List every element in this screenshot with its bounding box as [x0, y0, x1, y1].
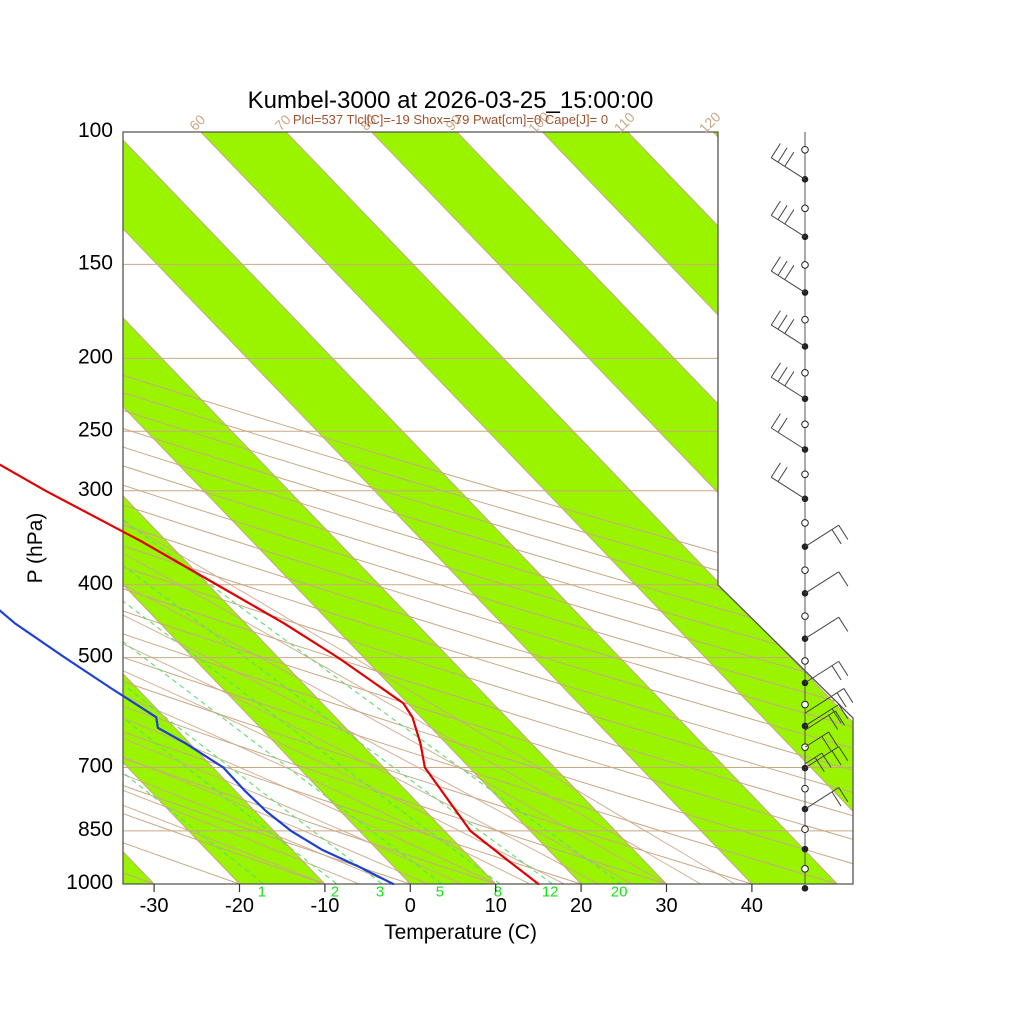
svg-text:Plcl=537 Tlcl[C]=-19 Shox=-79: Plcl=537 Tlcl[C]=-19 Shox=-79 Pwat[cm]=0… — [293, 112, 608, 127]
svg-text:-30: -30 — [140, 895, 169, 917]
svg-text:12: 12 — [542, 883, 559, 900]
svg-text:Temperature (C): Temperature (C) — [384, 921, 537, 944]
svg-text:-20: -20 — [225, 895, 254, 917]
svg-text:1000: 1000 — [66, 871, 113, 894]
svg-text:200: 200 — [78, 345, 113, 368]
svg-text:20: 20 — [570, 895, 592, 917]
svg-text:10: 10 — [485, 895, 507, 917]
svg-text:3: 3 — [376, 883, 384, 900]
svg-text:400: 400 — [78, 572, 113, 595]
svg-text:0: 0 — [405, 895, 416, 917]
svg-text:40: 40 — [741, 895, 763, 917]
svg-text:5: 5 — [436, 883, 444, 900]
svg-text:300: 300 — [78, 478, 113, 501]
svg-text:1: 1 — [258, 883, 266, 900]
svg-text:250: 250 — [78, 418, 113, 441]
svg-text:100: 100 — [78, 119, 113, 142]
svg-text:20: 20 — [611, 883, 628, 900]
svg-text:P (hPa): P (hPa) — [24, 513, 47, 584]
svg-text:700: 700 — [78, 755, 113, 778]
svg-text:30: 30 — [655, 895, 677, 917]
svg-text:-10: -10 — [310, 895, 339, 917]
svg-text:150: 150 — [78, 251, 113, 274]
svg-text:Kumbel-3000 at 2026-03-25_15:0: Kumbel-3000 at 2026-03-25_15:00:00 — [248, 87, 654, 114]
svg-text:850: 850 — [78, 818, 113, 841]
svg-text:500: 500 — [78, 645, 113, 668]
